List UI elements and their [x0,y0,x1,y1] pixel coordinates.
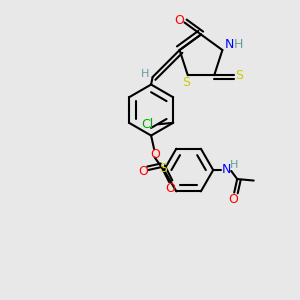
Text: O: O [228,193,238,206]
Text: Cl: Cl [142,118,154,131]
Text: H: H [230,160,238,170]
Text: S: S [182,76,190,89]
Text: N: N [221,163,231,176]
Text: N: N [224,38,234,51]
Text: H: H [141,69,149,79]
Text: O: O [151,148,160,161]
Text: H: H [234,38,244,51]
Text: S: S [159,162,167,175]
Text: O: O [138,165,148,178]
Text: O: O [174,14,184,28]
Text: O: O [166,182,176,194]
Text: S: S [235,69,243,82]
